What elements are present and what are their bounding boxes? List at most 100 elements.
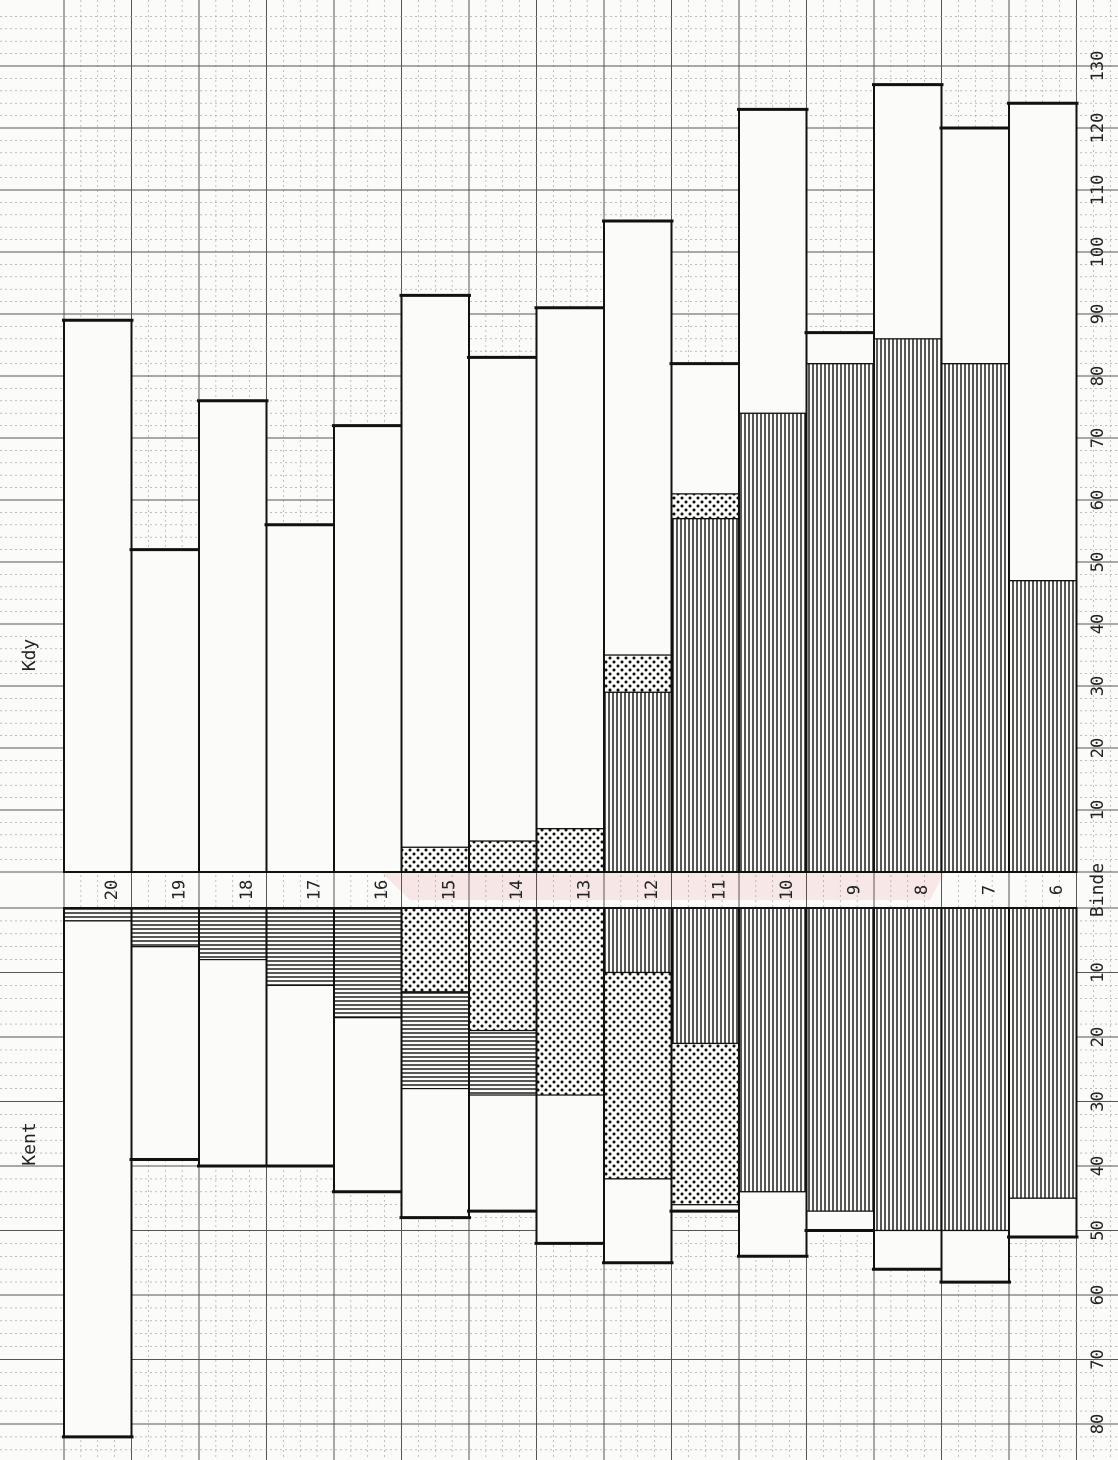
category-label: 18 <box>237 880 257 900</box>
category-label: 10 <box>777 880 797 900</box>
bar-segment-kent-vlines <box>1008 907 1078 1199</box>
tick-label-kdy: 10 <box>1088 800 1108 820</box>
bar-segment-kent-blank <box>873 1229 943 1270</box>
bar-segment-kent-dots <box>603 971 673 1180</box>
bar-segment-kent-blank <box>1008 1197 1078 1238</box>
bar-segment-kdy-blank <box>805 332 875 365</box>
category-label: 11 <box>709 880 729 900</box>
bar-segment-kdy-blank <box>603 220 673 656</box>
category-label: 8 <box>912 885 932 895</box>
bar-segment-kent-hlines <box>198 907 268 961</box>
bar-segment-kent-blank <box>738 1191 808 1257</box>
bar-segment-kdy-blank <box>333 425 403 873</box>
bar-segment-kent-blank <box>603 1178 673 1264</box>
bar-segment-kdy-dots <box>468 840 538 873</box>
bar-segment-kent-blank <box>265 984 335 1167</box>
category-label: 19 <box>169 880 189 900</box>
tick-label-kent: 80 <box>1088 1414 1108 1434</box>
bar-segment-kent-vlines <box>670 907 740 1045</box>
tick-label-kent: 60 <box>1088 1285 1108 1305</box>
bar-segment-kdy-blank <box>535 307 605 830</box>
bar-segment-kent-blank <box>535 1094 605 1245</box>
tick-label-kdy: 100 <box>1088 237 1108 268</box>
tick-label-kdy: 30 <box>1088 676 1108 696</box>
bar-segment-kdy-vlines <box>873 338 943 873</box>
tick-label-kent: 10 <box>1088 962 1108 982</box>
bar-segment-kdy-blank <box>63 319 133 873</box>
tick-label-kdy: 90 <box>1088 304 1108 324</box>
tick-label-kdy: 80 <box>1088 366 1108 386</box>
bar-segment-kent-blank <box>400 1087 470 1219</box>
bar-segment-kdy-blank <box>873 83 943 340</box>
bar-segment-kdy-blank <box>738 108 808 414</box>
bar-segment-kent-dots <box>468 907 538 1032</box>
bar-segment-kent-blank <box>940 1229 1010 1283</box>
bar-segment-kent-vlines <box>805 907 875 1212</box>
bar-segment-kdy-vlines <box>670 517 740 873</box>
bar-segment-kent-hlines <box>265 907 335 987</box>
tick-label-kent: 50 <box>1088 1220 1108 1240</box>
bar-segment-kdy-blank <box>265 524 335 873</box>
bar-segment-kent-vlines <box>738 907 808 1193</box>
bar-segment-kdy-blank <box>400 294 470 848</box>
bar-segment-kent-hlines <box>63 907 133 922</box>
bar-segment-kdy-blank <box>940 127 1010 365</box>
bar-segment-kent-hlines <box>130 907 200 948</box>
bar-segment-kent-vlines <box>873 907 943 1232</box>
tick-label-kdy: 20 <box>1088 738 1108 758</box>
bar-segment-kent-vlines <box>603 907 673 974</box>
bar-segment-kdy-dots <box>603 654 673 693</box>
category-label: 20 <box>102 880 122 900</box>
bar-segment-kdy-vlines <box>805 363 875 873</box>
bar-segment-kent-blank <box>805 1210 875 1232</box>
bar-segment-kdy-dots <box>535 827 605 873</box>
bar-segment-kent-blank <box>63 920 133 1438</box>
bars: 20 19 18 17 16 15 14 13 12 11 10 9 8 7 6 <box>62 83 1079 1439</box>
category-label: 16 <box>372 880 392 900</box>
bar-segment-kent-dots <box>535 907 605 1096</box>
tick-label-kent: 40 <box>1088 1156 1108 1176</box>
tick-label-kent: 70 <box>1088 1349 1108 1369</box>
tick-label-kent: 30 <box>1088 1091 1108 1111</box>
bar-segment-kdy-vlines <box>1008 579 1078 873</box>
kdy-series-label: Kdy <box>19 639 40 672</box>
bar-segment-kent-dots <box>400 907 470 993</box>
bar-segment-kent-blank <box>333 1017 403 1193</box>
bar-segment-kdy-blank <box>468 356 538 842</box>
tick-label-kdy: 70 <box>1088 428 1108 448</box>
bar-segment-kent-blank <box>468 1094 538 1212</box>
bar-segment-kdy-blank <box>670 363 740 495</box>
bar-segment-kent-vlines <box>940 907 1010 1232</box>
bar-segment-kdy-blank <box>198 400 268 873</box>
bar-segment-kdy-vlines <box>940 363 1010 873</box>
bar-segment-kdy-dots <box>670 493 740 520</box>
tick-label-kdy: 130 <box>1088 51 1108 82</box>
bar-segment-kent-hlines <box>400 991 470 1090</box>
labels: Kdy Kent Binde 10 20 30 40 50 60 70 80 90 100 110 1… <box>19 51 1108 1435</box>
bar-segment-kent-dots <box>670 1042 740 1206</box>
category-label: 17 <box>304 880 324 900</box>
bar-segment-kdy-blank <box>130 548 200 873</box>
tick-label-kdy: 50 <box>1088 552 1108 572</box>
bar-segment-kdy-vlines <box>603 691 673 873</box>
tick-label-kdy: 60 <box>1088 490 1108 510</box>
tick-label-kdy: 40 <box>1088 614 1108 634</box>
kent-series-label: Kent <box>19 1122 40 1165</box>
bar-segment-kent-blank <box>130 946 200 1161</box>
tick-label-kdy: 120 <box>1088 113 1108 144</box>
category-label: 9 <box>844 885 864 895</box>
center-axis-label: Binde <box>1087 863 1108 917</box>
bar-segment-kdy-dots <box>400 846 470 873</box>
tick-label-kent: 20 <box>1088 1027 1108 1047</box>
category-label: 12 <box>642 880 662 900</box>
bar-segment-kent-blank <box>198 958 268 1167</box>
bar-segment-kent-hlines <box>333 907 403 1019</box>
category-label: 13 <box>574 880 594 900</box>
tick-label-kdy: 110 <box>1088 175 1108 206</box>
bar-segment-kent-hlines <box>468 1029 538 1096</box>
bar-segment-kdy-vlines <box>738 412 808 873</box>
category-label: 15 <box>439 880 459 900</box>
category-label: 6 <box>1047 885 1067 895</box>
